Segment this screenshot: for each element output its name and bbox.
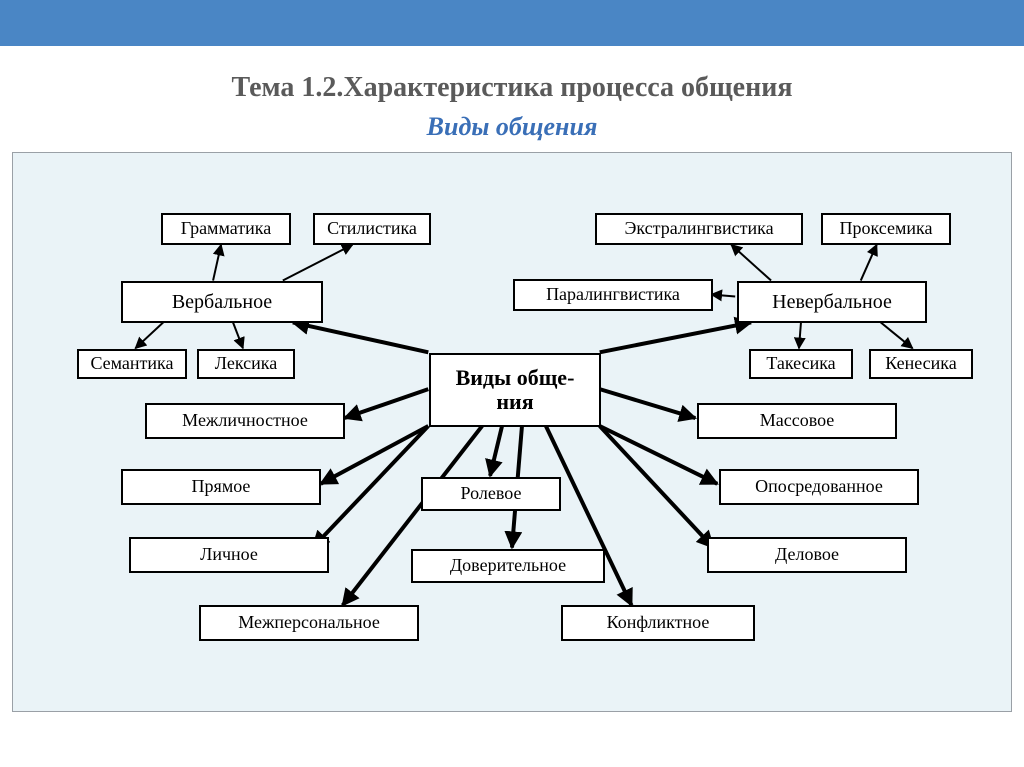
top-bar — [0, 0, 1024, 46]
node-mass: Массовое — [697, 403, 897, 439]
node-paraling: Паралингвистика — [513, 279, 713, 311]
node-semantics: Семантика — [77, 349, 187, 379]
node-interpersonal2: Межперсональное — [199, 605, 419, 641]
node-conflict: Конфликтное — [561, 605, 755, 641]
node-stylistics: Стилистика — [313, 213, 431, 245]
diagram-canvas: Виды обще- ния Вербальное Грамматика Стилис… — [12, 152, 1012, 712]
node-grammar: Грамматика — [161, 213, 291, 245]
header: Тема 1.2.Характеристика процесса общения… — [0, 72, 1024, 142]
node-mediated: Опосредованное — [719, 469, 919, 505]
node-verbal: Вербальное — [121, 281, 323, 323]
node-personal: Личное — [129, 537, 329, 573]
node-proxemics: Проксемика — [821, 213, 951, 245]
page-subtitle: Виды общения — [0, 112, 1024, 142]
node-lexics: Лексика — [197, 349, 295, 379]
node-role: Ролевое — [421, 477, 561, 511]
node-interpersonal: Межличностное — [145, 403, 345, 439]
node-direct: Прямое — [121, 469, 321, 505]
node-trust: Доверительное — [411, 549, 605, 583]
node-nonverbal: Невербальное — [737, 281, 927, 323]
node-kinesics: Кенесика — [869, 349, 973, 379]
node-extraling: Экстралингвистика — [595, 213, 803, 245]
node-center: Виды обще- ния — [429, 353, 601, 427]
node-business: Деловое — [707, 537, 907, 573]
page-title: Тема 1.2.Характеристика процесса общения — [0, 72, 1024, 104]
node-takesics: Такесика — [749, 349, 853, 379]
